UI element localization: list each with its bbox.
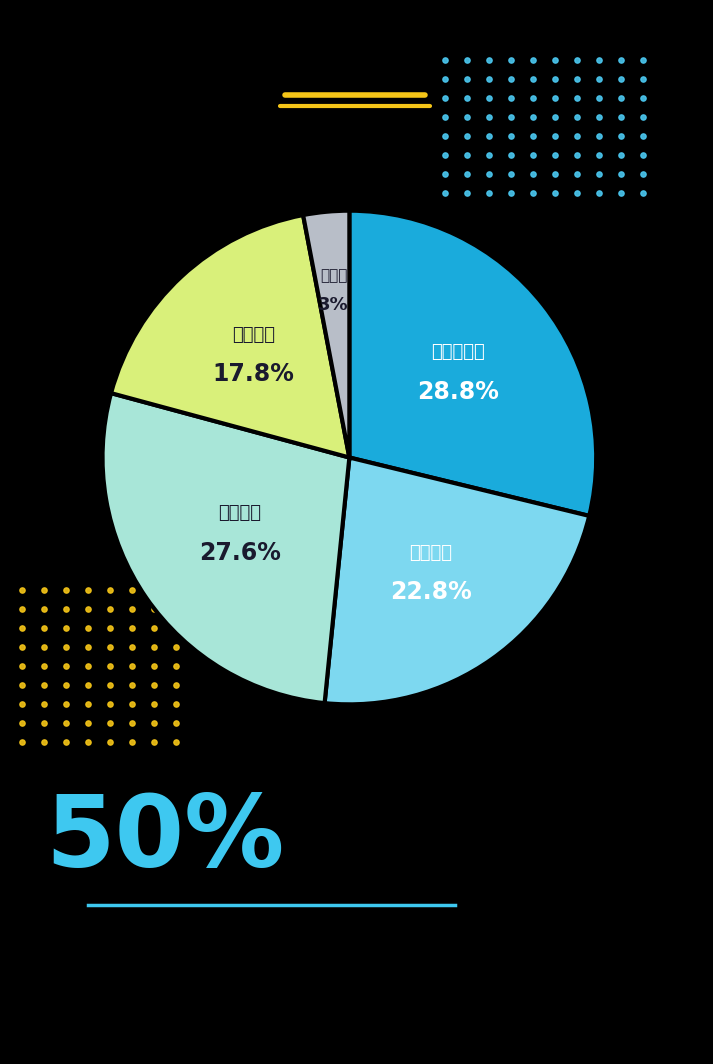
Wedge shape xyxy=(111,215,349,458)
Text: 27.6%: 27.6% xyxy=(199,541,280,565)
Text: 高校１年: 高校１年 xyxy=(409,544,452,562)
Wedge shape xyxy=(103,393,349,703)
Text: 高校入学前: 高校入学前 xyxy=(431,344,485,362)
Text: その他: その他 xyxy=(320,268,347,283)
Wedge shape xyxy=(303,211,349,458)
Wedge shape xyxy=(324,458,589,704)
Text: 高校３年: 高校３年 xyxy=(232,326,275,344)
Text: 3%: 3% xyxy=(318,296,349,314)
Text: 17.8%: 17.8% xyxy=(212,362,294,386)
Text: 50%: 50% xyxy=(46,792,284,888)
Text: 22.8%: 22.8% xyxy=(390,580,471,604)
Text: 高校２年: 高校２年 xyxy=(218,504,261,522)
Text: 28.8%: 28.8% xyxy=(417,380,499,404)
Wedge shape xyxy=(349,211,596,516)
